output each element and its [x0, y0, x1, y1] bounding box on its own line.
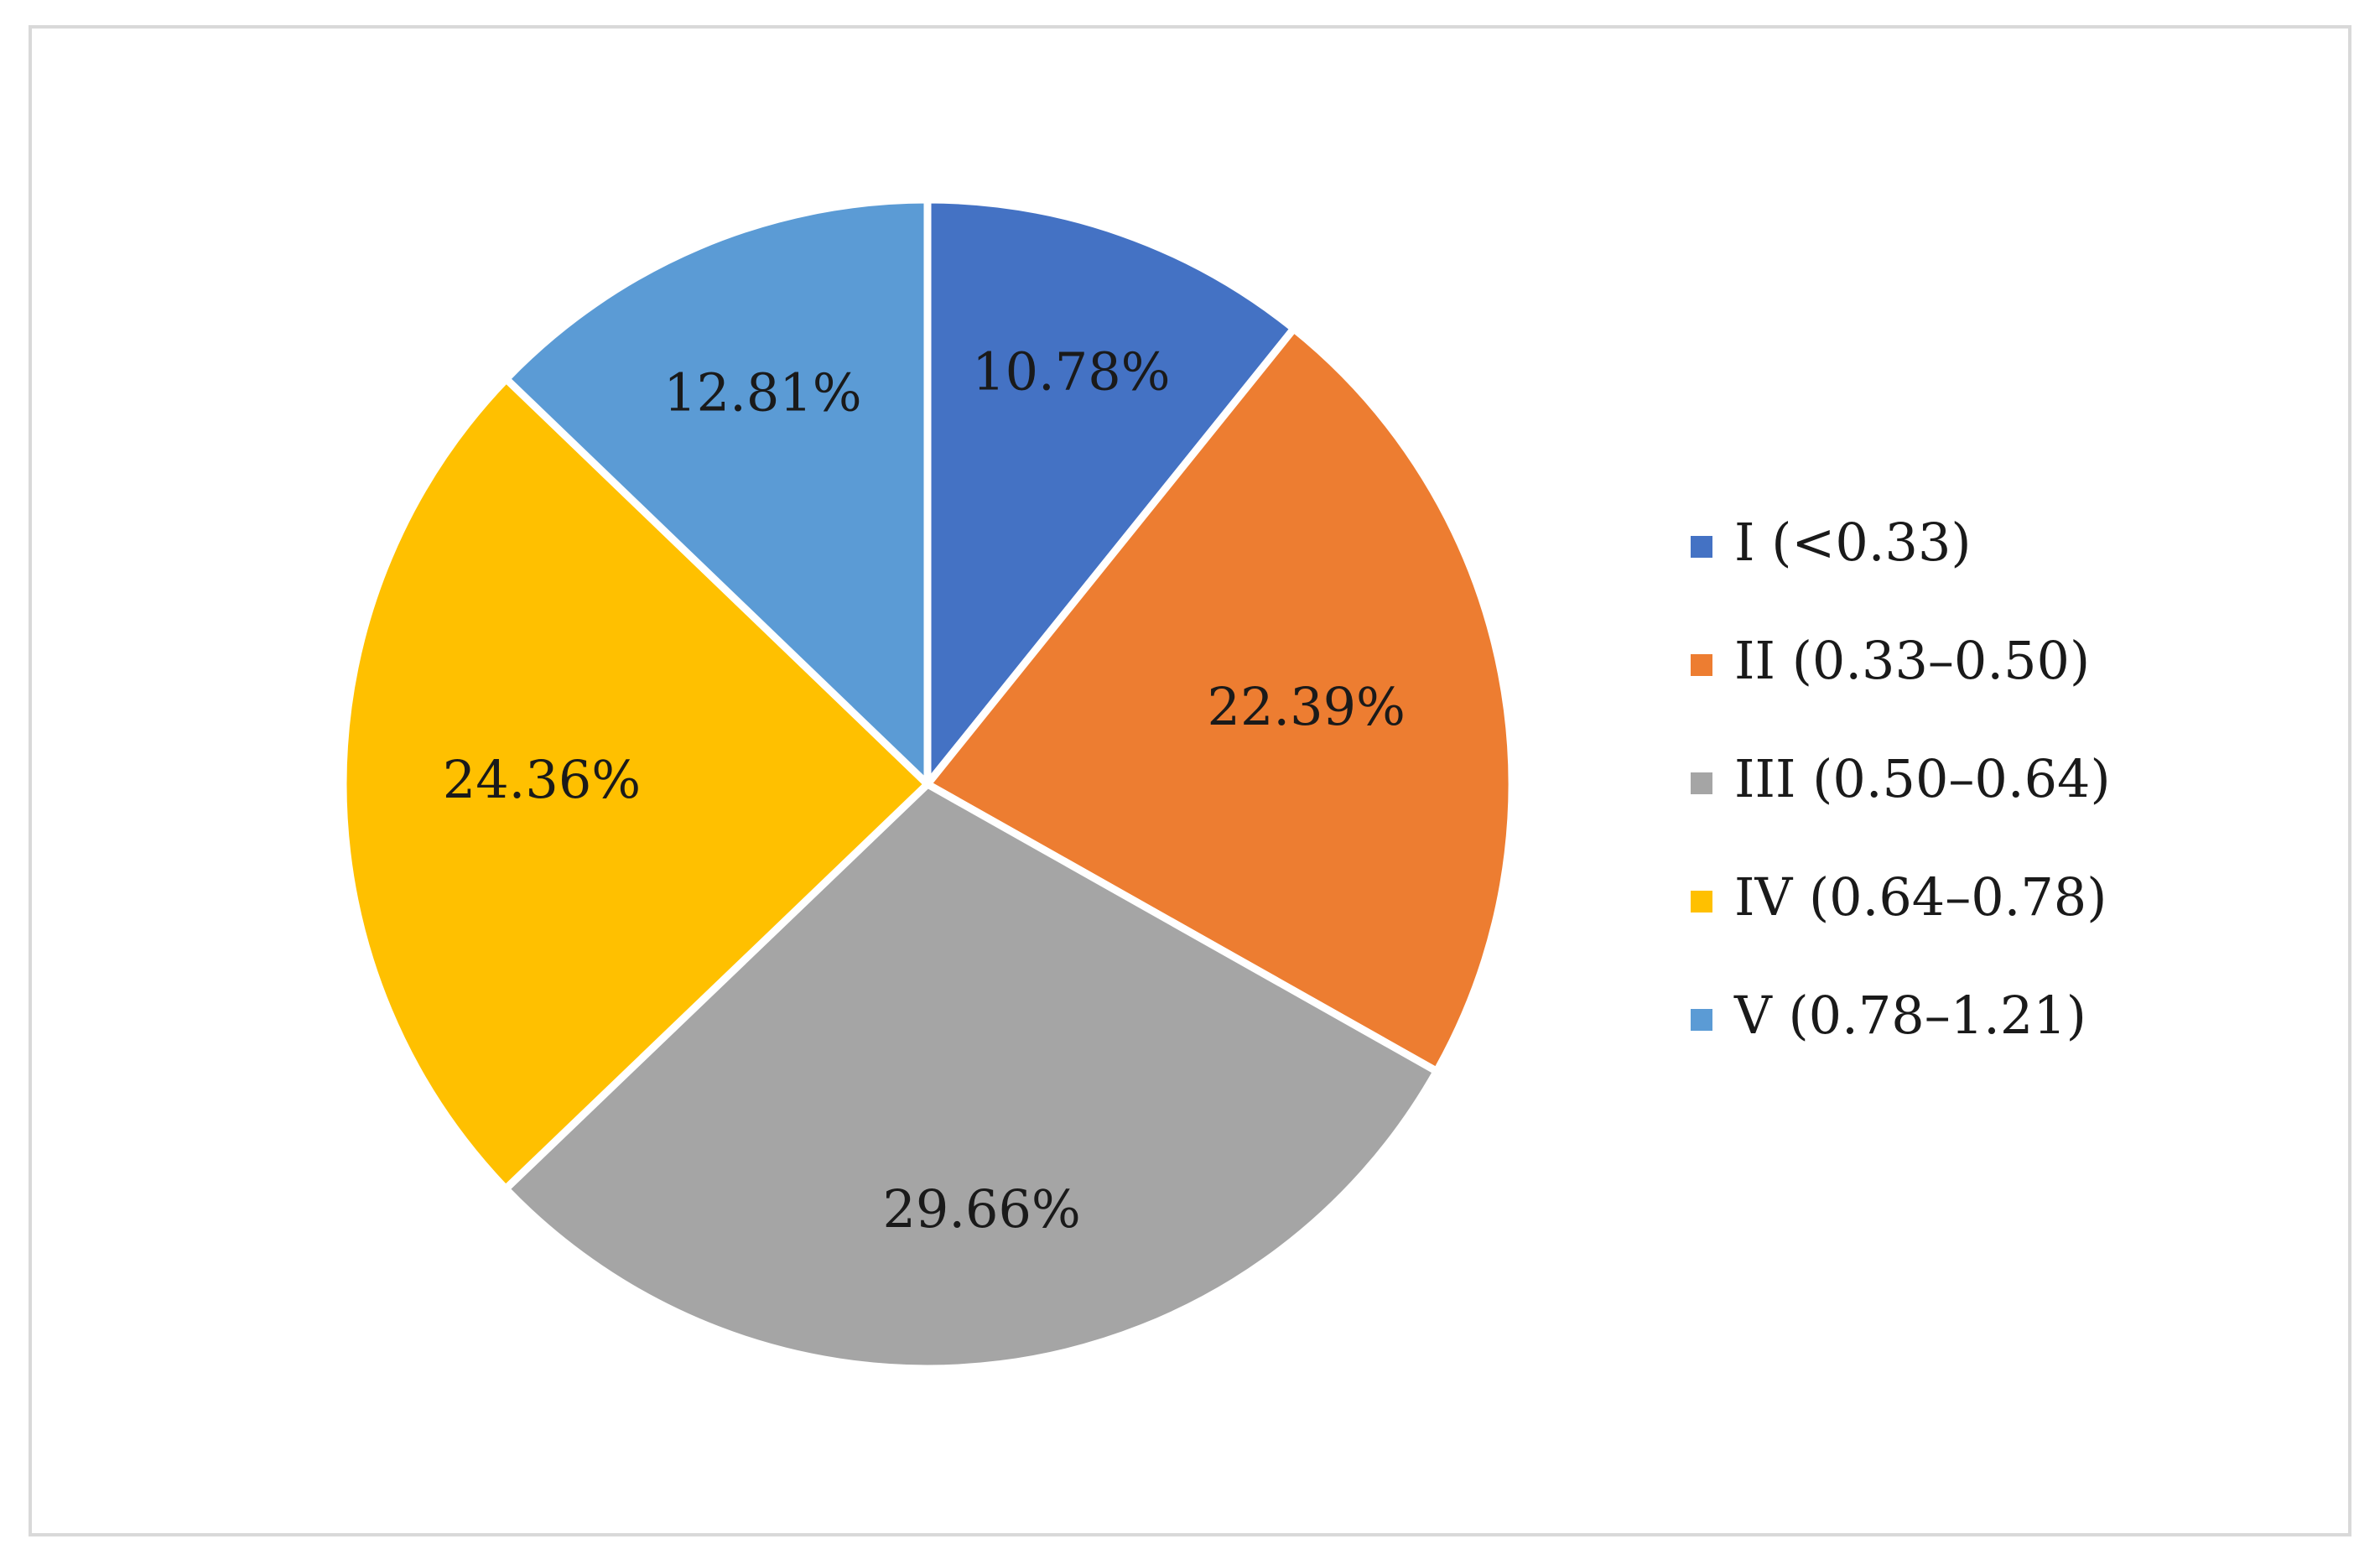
legend-entry-label: V (0.78–1.21): [1733, 985, 2086, 1046]
pie-data-label: 29.66%: [882, 1178, 1080, 1240]
legend-entry-label: II (0.33–0.50): [1734, 630, 2090, 691]
pie-slice: [923, 195, 1298, 788]
legend-swatch: [1691, 772, 1712, 794]
legend-entry-label: IV (0.64–0.78): [1734, 866, 2107, 928]
pie-data-label: 24.36%: [443, 749, 641, 810]
pie-slice: [501, 780, 1441, 1373]
pie-data-labels: 10.78% 22.39% 29.66% 24.36% 12.81%: [443, 341, 1406, 1240]
pie-slice: [923, 325, 1516, 1075]
pie-data-label: 10.78%: [972, 341, 1170, 403]
legend-swatch: [1691, 891, 1712, 912]
legend: I (<0.33) II (0.33–0.50) III (0.50–0.64) IV…: [1691, 512, 2111, 1046]
legend-entry-label: III (0.50–0.64): [1734, 748, 2111, 809]
pie-slice: [502, 195, 932, 788]
pie-data-label: 12.81%: [663, 361, 861, 423]
legend-swatch: [1691, 1009, 1712, 1031]
legend-swatch: [1691, 536, 1712, 558]
legend-swatch: [1691, 654, 1712, 676]
pie-slice: [339, 375, 932, 1193]
pie-data-label: 22.39%: [1208, 676, 1406, 737]
pie-slices: [339, 195, 1516, 1373]
legend-entry-label: I (<0.33): [1734, 512, 1972, 573]
